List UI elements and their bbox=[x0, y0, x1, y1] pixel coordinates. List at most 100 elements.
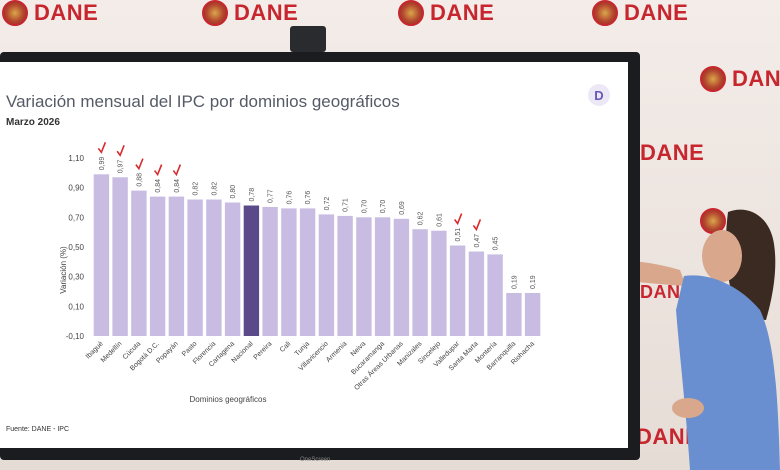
bar bbox=[131, 190, 147, 336]
x-tick-label: Pasto bbox=[181, 340, 199, 358]
bar bbox=[412, 229, 428, 336]
dane-logo: DANE bbox=[700, 66, 780, 92]
y-tick-label: 0,30 bbox=[68, 273, 84, 282]
seal-icon bbox=[700, 208, 726, 234]
bar bbox=[506, 293, 522, 336]
dane-logo-text: DANE bbox=[430, 0, 495, 25]
data-label: 0,80 bbox=[230, 185, 237, 199]
y-tick-label: 0,10 bbox=[68, 302, 84, 311]
bar bbox=[262, 207, 278, 336]
data-label: 0,78 bbox=[249, 188, 256, 202]
check-mark-icon bbox=[172, 164, 182, 177]
data-label: 0,84 bbox=[174, 179, 181, 193]
data-label: 0,61 bbox=[436, 213, 443, 227]
dane-logo-text: DANE bbox=[732, 66, 780, 91]
bar bbox=[149, 196, 166, 336]
bar bbox=[224, 202, 241, 336]
dane-logo: DANE bbox=[2, 0, 98, 26]
data-label: 0,71 bbox=[343, 198, 350, 212]
y-tick-label: 0,50 bbox=[68, 243, 84, 252]
chart-title: Variación mensual del IPC por dominios g… bbox=[6, 92, 400, 111]
x-tick-label: Pereira bbox=[253, 340, 274, 361]
bar bbox=[393, 218, 410, 336]
bar bbox=[168, 196, 185, 336]
data-label: 0,19 bbox=[530, 275, 537, 289]
webcam bbox=[290, 26, 326, 52]
presenter-shirt bbox=[676, 275, 780, 470]
y-tick-label: 0,90 bbox=[68, 184, 84, 193]
dane-logo: DANE bbox=[398, 0, 494, 26]
chart-subtitle: Marzo 2026 bbox=[6, 117, 60, 128]
bar bbox=[299, 208, 316, 336]
check-mark-icon bbox=[135, 158, 144, 171]
data-label: 0,76 bbox=[305, 191, 312, 205]
presenter bbox=[640, 209, 780, 470]
y-axis-label: Variación (%) bbox=[59, 246, 68, 294]
data-label: 0,97 bbox=[118, 160, 125, 174]
presenter-arm bbox=[640, 261, 686, 286]
data-label: 0,77 bbox=[268, 189, 275, 203]
source-note: Fuente: DANE - IPC bbox=[6, 426, 70, 433]
monitor-brand: OneScreen bbox=[300, 457, 331, 463]
check-mark-icon bbox=[472, 219, 482, 232]
seal-icon bbox=[2, 0, 28, 26]
data-label: 0,72 bbox=[324, 197, 331, 211]
seal-icon bbox=[592, 0, 618, 26]
bar bbox=[524, 293, 541, 336]
seal-icon bbox=[398, 0, 424, 26]
data-label: 0,70 bbox=[361, 200, 368, 214]
data-label: 0,45 bbox=[493, 237, 500, 251]
x-tick-label: Armenia bbox=[325, 340, 348, 363]
data-label: 0,69 bbox=[399, 201, 406, 215]
data-label: 0,70 bbox=[380, 200, 387, 214]
bar bbox=[112, 177, 128, 336]
presenter-hand bbox=[672, 398, 704, 418]
data-label: 0,76 bbox=[286, 191, 293, 205]
dane-logo: DANE bbox=[640, 140, 704, 166]
x-tick-label: Tunja bbox=[294, 340, 311, 357]
x-axis-label: Dominios geográficos bbox=[190, 395, 267, 404]
bar bbox=[431, 230, 447, 336]
dane-logo: DANE bbox=[202, 0, 298, 26]
x-tick-label: Cali bbox=[279, 340, 293, 354]
presenter-face bbox=[702, 230, 742, 282]
bar bbox=[449, 245, 466, 336]
dane-logo: DANE bbox=[592, 0, 688, 26]
data-label: 0,82 bbox=[211, 182, 218, 196]
data-label: 0,88 bbox=[136, 173, 143, 187]
bar bbox=[243, 205, 260, 336]
app-badge-letter: D bbox=[594, 87, 604, 103]
check-mark-icon bbox=[116, 144, 125, 157]
dane-logo bbox=[700, 208, 726, 234]
bar bbox=[374, 217, 391, 336]
data-label: 0,84 bbox=[155, 179, 162, 193]
x-tick-label: Medellín bbox=[100, 340, 124, 364]
dane-logo-text: DANE bbox=[640, 140, 705, 165]
check-mark-icon bbox=[97, 142, 107, 154]
y-tick-label: -0,10 bbox=[66, 332, 85, 341]
bar bbox=[487, 254, 503, 336]
check-mark-icon bbox=[453, 213, 463, 226]
bar bbox=[206, 199, 222, 336]
seal-icon bbox=[700, 66, 726, 92]
data-label: 0,51 bbox=[455, 228, 462, 242]
bar bbox=[468, 251, 485, 336]
data-label: 0,19 bbox=[511, 275, 518, 289]
seal-icon bbox=[202, 0, 228, 26]
bar bbox=[337, 215, 353, 336]
app-badge-icon: D bbox=[588, 84, 610, 106]
bar bbox=[281, 208, 297, 336]
bar-chart: Variación (%) Dominios geográficos -0,10… bbox=[59, 142, 541, 404]
bar bbox=[356, 217, 372, 336]
bar bbox=[93, 174, 110, 336]
y-tick-label: 1,10 bbox=[68, 154, 84, 163]
dane-logo-text: DANE bbox=[234, 0, 299, 25]
bar bbox=[318, 214, 335, 336]
data-label: 0,99 bbox=[99, 157, 106, 171]
data-label: 0,47 bbox=[474, 234, 481, 248]
data-label: 0,62 bbox=[418, 211, 425, 225]
y-tick-label: 0,70 bbox=[68, 213, 84, 222]
dane-logo-text: DANE bbox=[34, 0, 99, 25]
bar bbox=[187, 199, 203, 336]
slide-screen: Variación mensual del IPC por dominios g… bbox=[0, 62, 628, 448]
